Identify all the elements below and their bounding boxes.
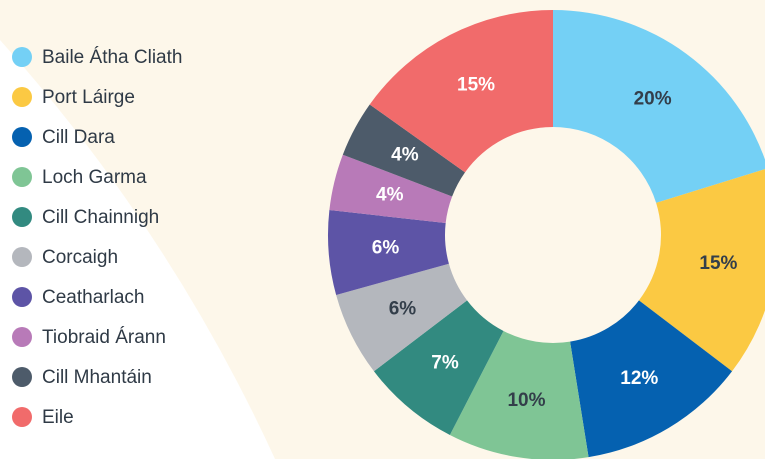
data-label: 15% [699, 253, 737, 274]
data-label: 10% [507, 390, 545, 411]
legend-swatch [12, 247, 32, 267]
data-label: 7% [431, 353, 459, 374]
slice [336, 263, 468, 372]
legend-label: Eile [42, 407, 74, 428]
data-label: 4% [376, 184, 404, 205]
donut: 20% 15% 12% 10% 7% 6% 6% 4% 4% 15% [328, 10, 765, 459]
legend-label: Port Láirge [42, 87, 135, 108]
slice [329, 154, 453, 224]
slice [553, 10, 765, 203]
slice [328, 210, 449, 295]
legend-label: Corcaigh [42, 247, 118, 268]
legend-swatch [12, 167, 32, 187]
legend-label: Cill Mhantáin [42, 367, 152, 388]
legend-label: Loch Garma [42, 167, 147, 188]
legend-swatch [12, 407, 32, 427]
legend-swatch [12, 87, 32, 107]
legend-swatch [12, 207, 32, 227]
legend-swatch [12, 127, 32, 147]
legend-label: Baile Átha Cliath [42, 47, 182, 68]
background-curve [0, 40, 275, 459]
legend-label: Cill Chainnigh [42, 207, 159, 228]
legend: Baile Átha Cliath Port Láirge Cill Dara Loc… [12, 47, 182, 428]
data-label: 6% [389, 299, 417, 320]
data-label: 15% [457, 75, 495, 96]
slice [373, 300, 504, 435]
legend-swatch [12, 47, 32, 67]
slice [342, 104, 466, 197]
slice [449, 330, 589, 459]
data-label: 4% [391, 145, 419, 166]
legend-swatch [12, 327, 32, 347]
legend-label: Tiobraid Árann [42, 327, 166, 348]
data-label: 12% [620, 368, 658, 389]
legend-label: Cill Dara [42, 127, 115, 148]
slice [369, 10, 553, 173]
data-label: 20% [634, 89, 672, 110]
data-label: 6% [372, 237, 400, 258]
legend-label: Ceatharlach [42, 287, 144, 308]
legend-swatch [12, 367, 32, 387]
legend-swatch [12, 287, 32, 307]
slice [638, 169, 765, 372]
slice [570, 300, 733, 458]
